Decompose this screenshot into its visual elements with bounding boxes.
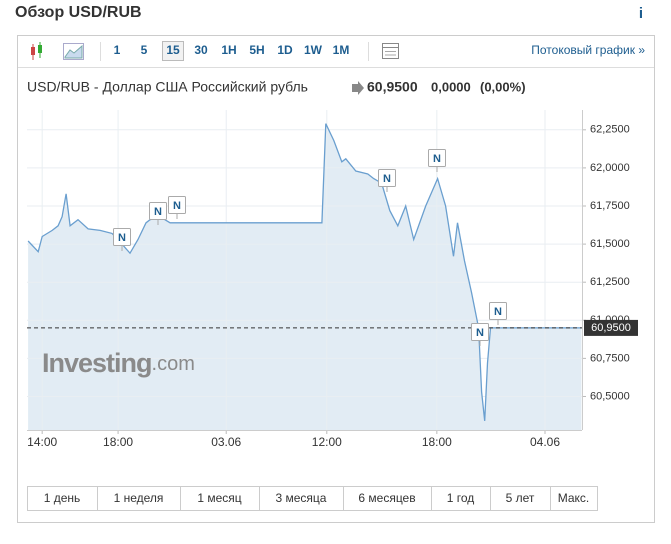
area-icon[interactable] xyxy=(63,43,84,60)
plot: 60,500060,750061,000061,250061,500061,75… xyxy=(27,110,638,449)
interval-button[interactable]: 30 xyxy=(194,43,208,57)
area-fill xyxy=(28,123,582,430)
interval-button[interactable]: 15 xyxy=(166,43,180,57)
news-marker[interactable]: N xyxy=(433,153,441,165)
interval-button[interactable]: 1 xyxy=(114,43,121,57)
interval-selected xyxy=(162,41,184,61)
x-tick-label: 18:00 xyxy=(422,435,452,449)
range-button[interactable]: 3 месяца xyxy=(276,491,327,505)
price-line xyxy=(27,123,582,421)
news-box[interactable] xyxy=(378,169,396,187)
news-marker[interactable]: N xyxy=(118,232,126,244)
range-buttons: 1 день 1 неделя 1 месяц 3 месяца 6 месяцев 1 … xyxy=(44,487,590,510)
news-marker[interactable]: N xyxy=(476,327,484,339)
current-price-box xyxy=(584,319,638,336)
info-icon[interactable]: i xyxy=(639,5,643,22)
candle-icon[interactable] xyxy=(31,42,42,60)
interval-button[interactable]: 5H xyxy=(249,43,264,57)
news-marker[interactable]: N xyxy=(494,306,502,318)
quote-price: 60,9500 xyxy=(367,79,418,95)
interval-button[interactable]: 1H xyxy=(221,43,236,57)
range-button[interactable]: Макс. xyxy=(558,491,590,505)
interval-button[interactable]: 5 xyxy=(141,43,148,57)
title: Обзор USD/RUB xyxy=(15,4,142,21)
range-button[interactable]: 6 месяцев xyxy=(358,491,415,505)
range-button[interactable]: 1 месяц xyxy=(197,491,241,505)
watermark-suffix: .com xyxy=(152,353,195,375)
x-tick-label: 14:00 xyxy=(27,435,57,449)
table-icon[interactable] xyxy=(382,43,399,59)
x-tick-label: 18:00 xyxy=(103,435,133,449)
range-bar xyxy=(27,486,598,511)
x-tick-label: 12:00 xyxy=(312,435,342,449)
watermark: Investing.com xyxy=(42,348,195,378)
news-box[interactable] xyxy=(113,228,131,246)
quote-pair: USD/RUB - Доллар США Российский рубль xyxy=(27,79,308,95)
range-button[interactable]: 5 лет xyxy=(506,491,535,505)
y-tick-label: 62,2500 xyxy=(590,124,630,136)
watermark-brand: Investing xyxy=(42,348,152,378)
range-button[interactable]: 1 день xyxy=(44,491,81,505)
interval-button[interactable]: 1D xyxy=(277,43,293,57)
y-tick-label: 60,5000 xyxy=(590,390,630,402)
range-button[interactable]: 1 неделя xyxy=(114,491,164,505)
y-tick-label: 61,2500 xyxy=(590,276,630,288)
x-tick-label: 04.06 xyxy=(530,435,560,449)
y-tick-label: 61,5000 xyxy=(590,238,630,250)
streaming-link[interactable]: Потоковый график » xyxy=(531,43,645,57)
quote-change-percent: (0,00%) xyxy=(480,79,526,94)
news-marker[interactable]: N xyxy=(173,200,181,212)
quote-change: 0,0000 xyxy=(431,79,471,94)
current-price-label: 60,9500 xyxy=(591,322,631,334)
y-tick-label: 60,7500 xyxy=(590,352,630,364)
news-box[interactable] xyxy=(168,196,186,214)
news-box[interactable] xyxy=(471,323,489,341)
news-box[interactable] xyxy=(489,302,507,320)
news-box[interactable] xyxy=(149,202,167,220)
y-tick-label: 62,0000 xyxy=(590,162,630,174)
x-tick-label: 03.06 xyxy=(211,435,241,449)
y-tick-label: 61,7500 xyxy=(590,200,630,212)
news-box[interactable] xyxy=(428,149,446,167)
news-marker[interactable]: N xyxy=(154,206,162,218)
range-button[interactable]: 1 год xyxy=(447,491,475,505)
news-marker[interactable]: N xyxy=(383,173,391,185)
neutral-arrow xyxy=(352,81,364,95)
interval-button[interactable]: 1W xyxy=(304,43,323,57)
interval-button[interactable]: 1M xyxy=(333,43,350,57)
